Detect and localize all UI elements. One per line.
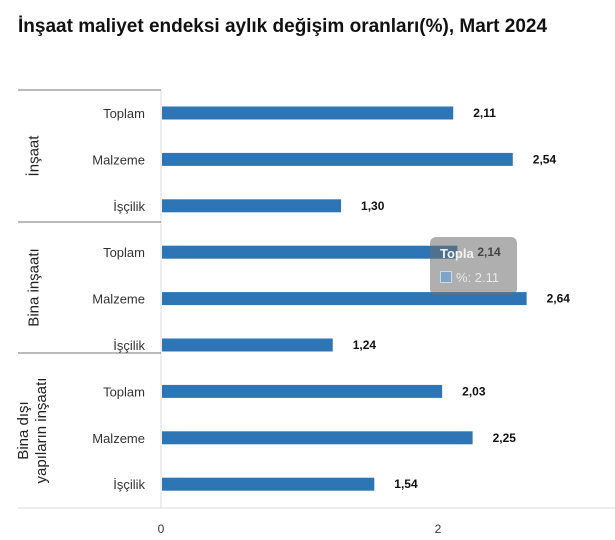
- group-label-line: Bina inşaatı: [25, 248, 42, 326]
- x-tick-label: 0: [158, 522, 165, 536]
- category-label: Toplam: [103, 106, 145, 121]
- group-label-line: Bina dışı: [15, 401, 32, 459]
- value-label: 1,54: [394, 477, 418, 491]
- bar: [162, 384, 443, 398]
- category-label: İşçilik: [113, 338, 145, 353]
- value-label: 2,03: [462, 384, 486, 398]
- bar: [162, 431, 473, 445]
- bar: [162, 292, 527, 306]
- bar: [162, 338, 333, 352]
- category-label: Malzeme: [92, 152, 145, 167]
- tooltip-value: %: 2.11: [456, 270, 500, 285]
- category-label: İşçilik: [113, 477, 145, 492]
- group-label-line: yapıların inşaatı: [33, 378, 50, 484]
- tooltip-row: %: 2.11: [440, 270, 499, 285]
- bar: [162, 152, 513, 166]
- value-label: 2,54: [533, 152, 557, 166]
- bar: [162, 245, 458, 259]
- value-label: 2,11: [473, 106, 496, 120]
- x-tick-label: 2: [435, 522, 442, 536]
- value-label: 2,25: [493, 431, 517, 445]
- group-label: Bina dışıyapıların inşaatı: [15, 378, 50, 484]
- category-label: Malzeme: [92, 431, 145, 446]
- bar: [162, 199, 342, 213]
- bar: [162, 106, 454, 120]
- tooltip: Topla %: 2.11: [430, 237, 517, 295]
- category-label: Toplam: [103, 384, 145, 399]
- bar: [162, 477, 375, 491]
- value-label: 2,64: [547, 292, 571, 306]
- group-label: İnşaat: [24, 135, 42, 177]
- tooltip-title: Topla: [440, 246, 474, 261]
- category-label: Toplam: [103, 245, 145, 260]
- category-label: Malzeme: [92, 292, 145, 307]
- value-label: 1,24: [353, 338, 377, 352]
- group-label-line: İnşaat: [24, 135, 42, 177]
- tooltip-swatch: [440, 271, 452, 283]
- value-label: 1,30: [361, 199, 385, 213]
- category-label: İşçilik: [113, 199, 145, 214]
- chart-title: İnşaat maliyet endeksi aylık değişim ora…: [18, 16, 548, 37]
- group-label: Bina inşaatı: [25, 248, 42, 326]
